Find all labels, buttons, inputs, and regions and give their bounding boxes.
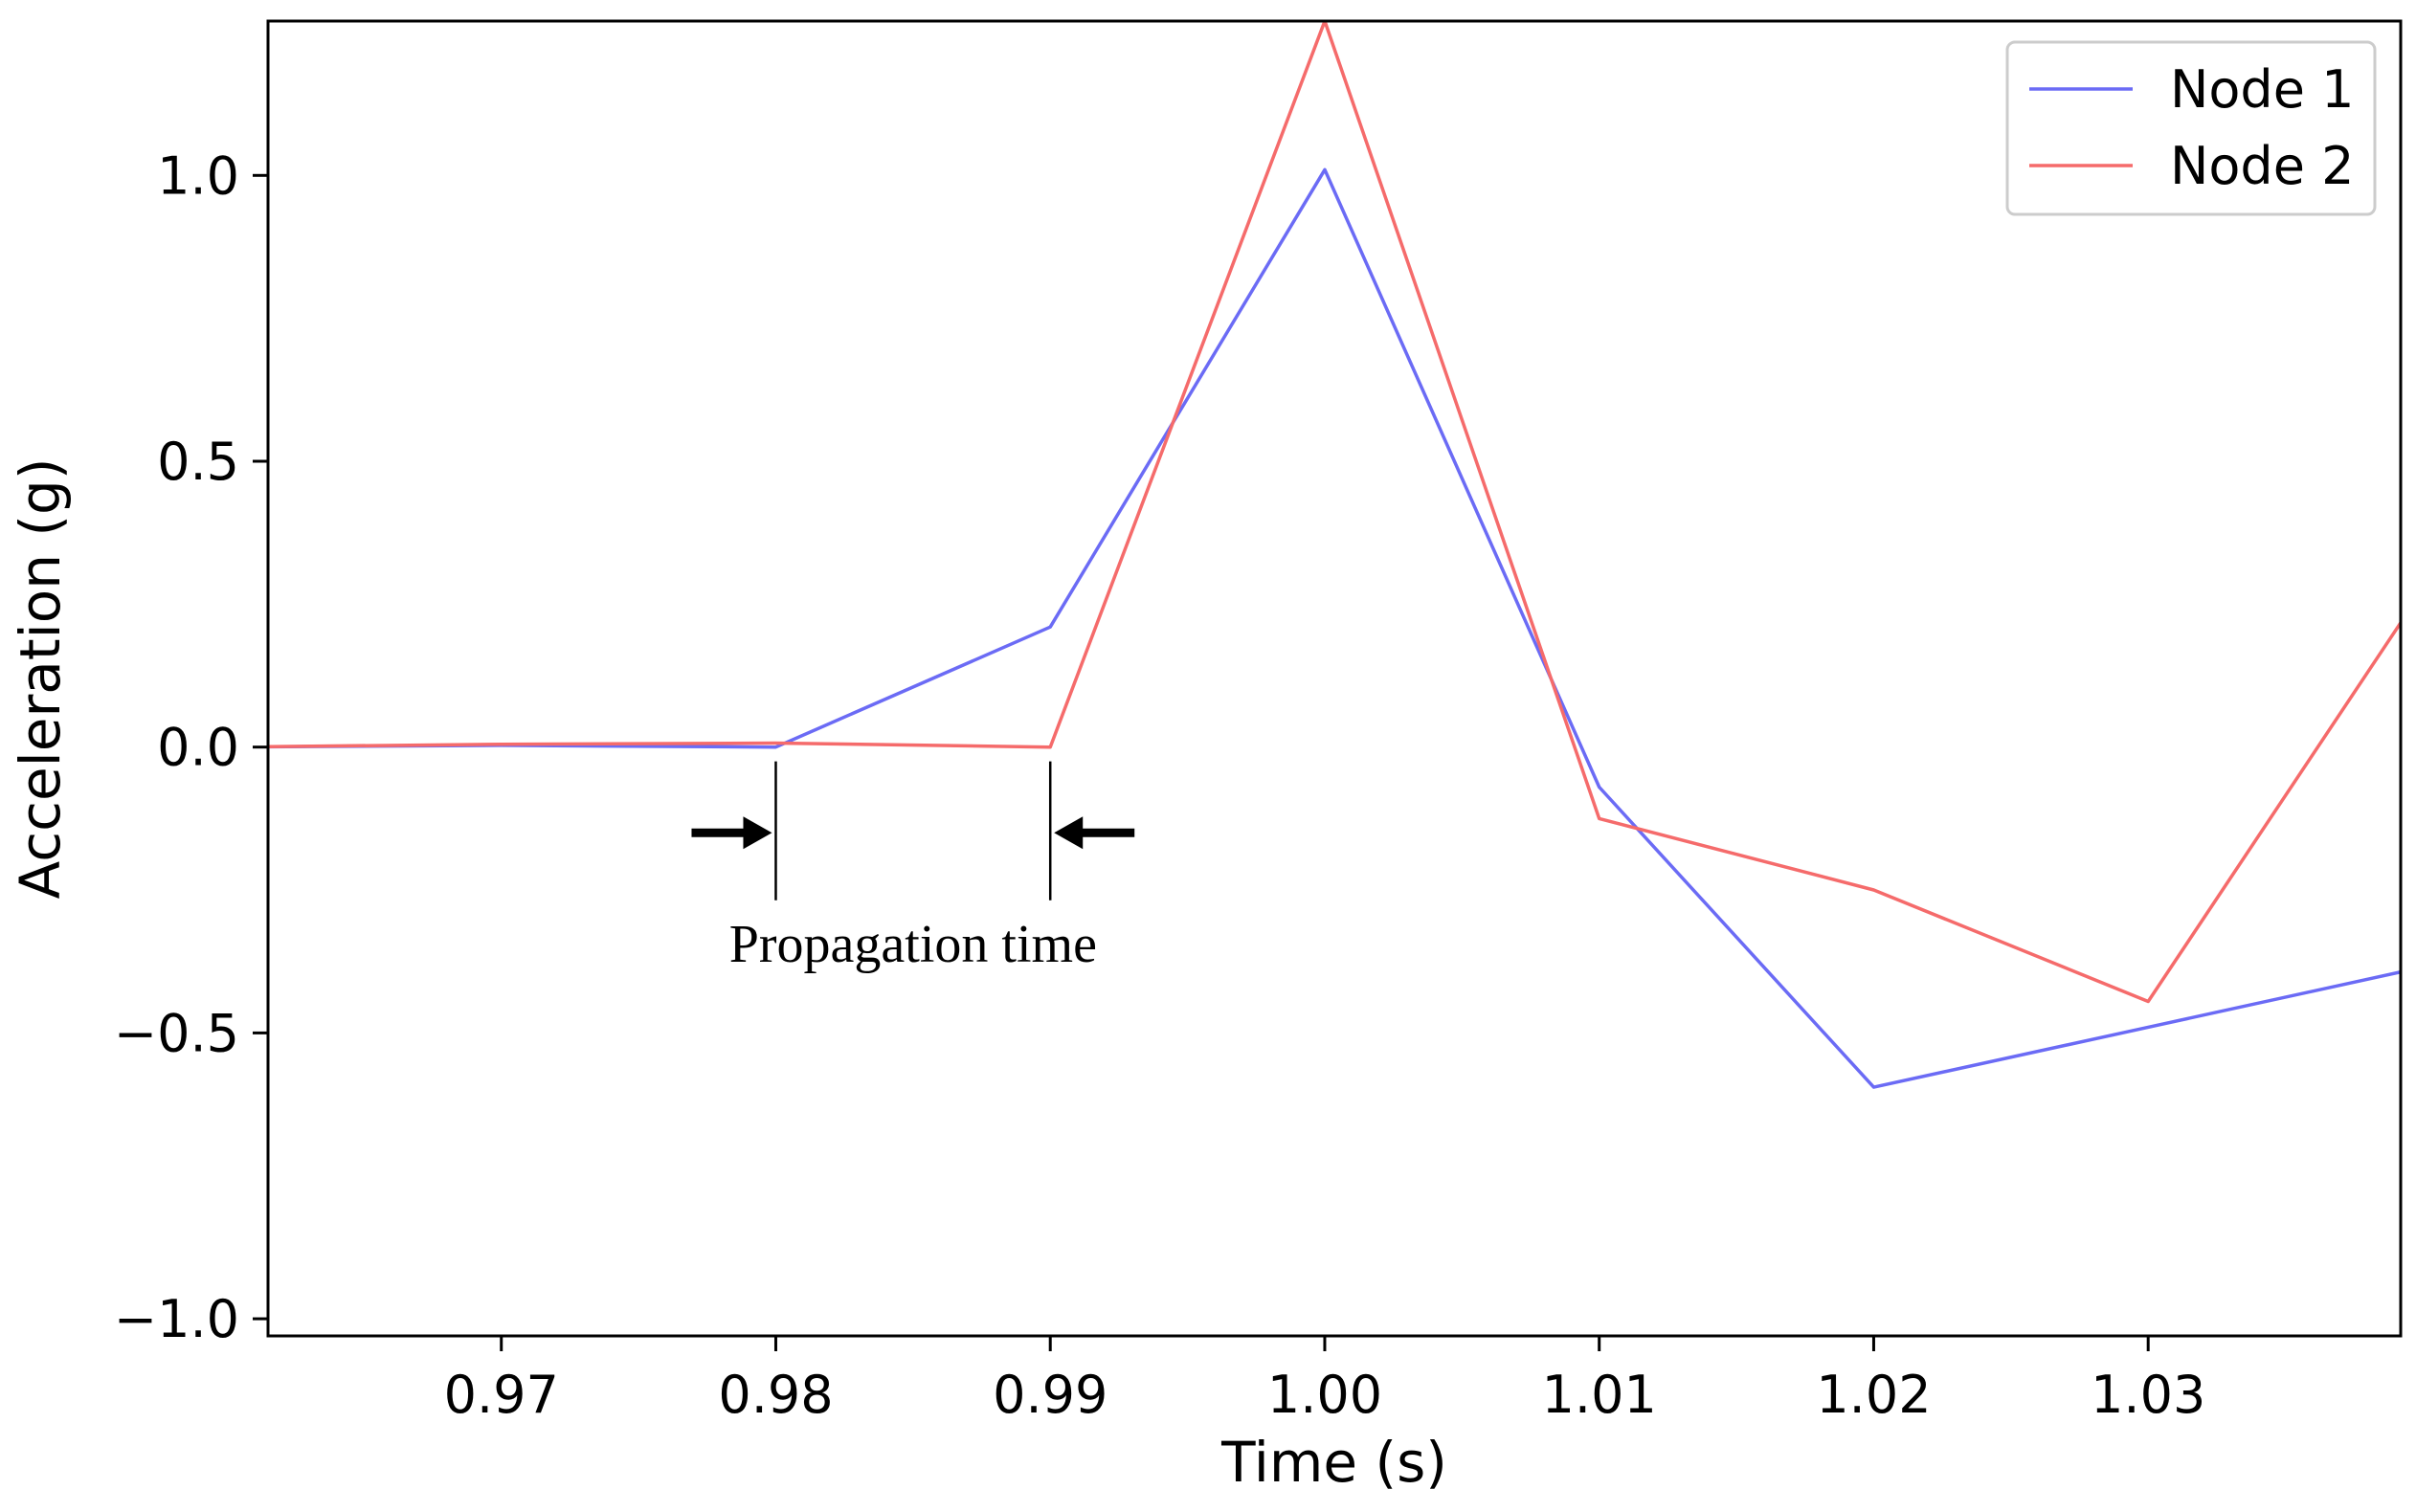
propagation-time-label: Propagation time <box>729 915 1097 974</box>
plot-frame <box>266 19 2403 1338</box>
legend-box <box>2005 40 2377 216</box>
y-axis-title: Acceleration (g) <box>8 458 73 900</box>
right-arrow-icon <box>691 816 772 850</box>
left-arrow-icon <box>1054 816 1135 850</box>
y-tick-label: 0.5 <box>157 432 239 492</box>
x-tick-label: 1.02 <box>1816 1365 1931 1425</box>
y-tick-label: 1.0 <box>157 145 239 206</box>
x-axis-title: Time (s) <box>1220 1430 1447 1495</box>
y-tick-label: −0.5 <box>114 1003 239 1063</box>
x-tick-label: 1.00 <box>1267 1365 1382 1425</box>
propagation-annotation: Propagation time <box>691 761 1135 974</box>
y-tick-label: −1.0 <box>114 1289 239 1349</box>
x-tick-label: 1.01 <box>1542 1365 1657 1425</box>
series-line-node-2 <box>268 21 2401 1004</box>
legend-label-node-2: Node 2 <box>2170 136 2354 196</box>
x-tick-label: 0.99 <box>993 1365 1107 1425</box>
x-axis-ticks: 0.97 0.98 0.99 1.00 1.01 1.02 1.03 <box>444 1336 2205 1425</box>
legend-label-node-1: Node 1 <box>2170 59 2354 120</box>
x-tick-label: 0.98 <box>718 1365 833 1425</box>
x-tick-label: 0.97 <box>444 1365 559 1425</box>
series-layer <box>268 21 2401 1089</box>
series-line-node-1 <box>268 167 2401 1089</box>
legend: Node 1 Node 2 <box>2005 40 2377 216</box>
x-tick-label: 1.03 <box>2091 1365 2205 1425</box>
y-tick-label: 0.0 <box>157 718 239 778</box>
y-axis-ticks: 1.0 0.5 0.0 −0.5 −1.0 <box>114 145 268 1349</box>
